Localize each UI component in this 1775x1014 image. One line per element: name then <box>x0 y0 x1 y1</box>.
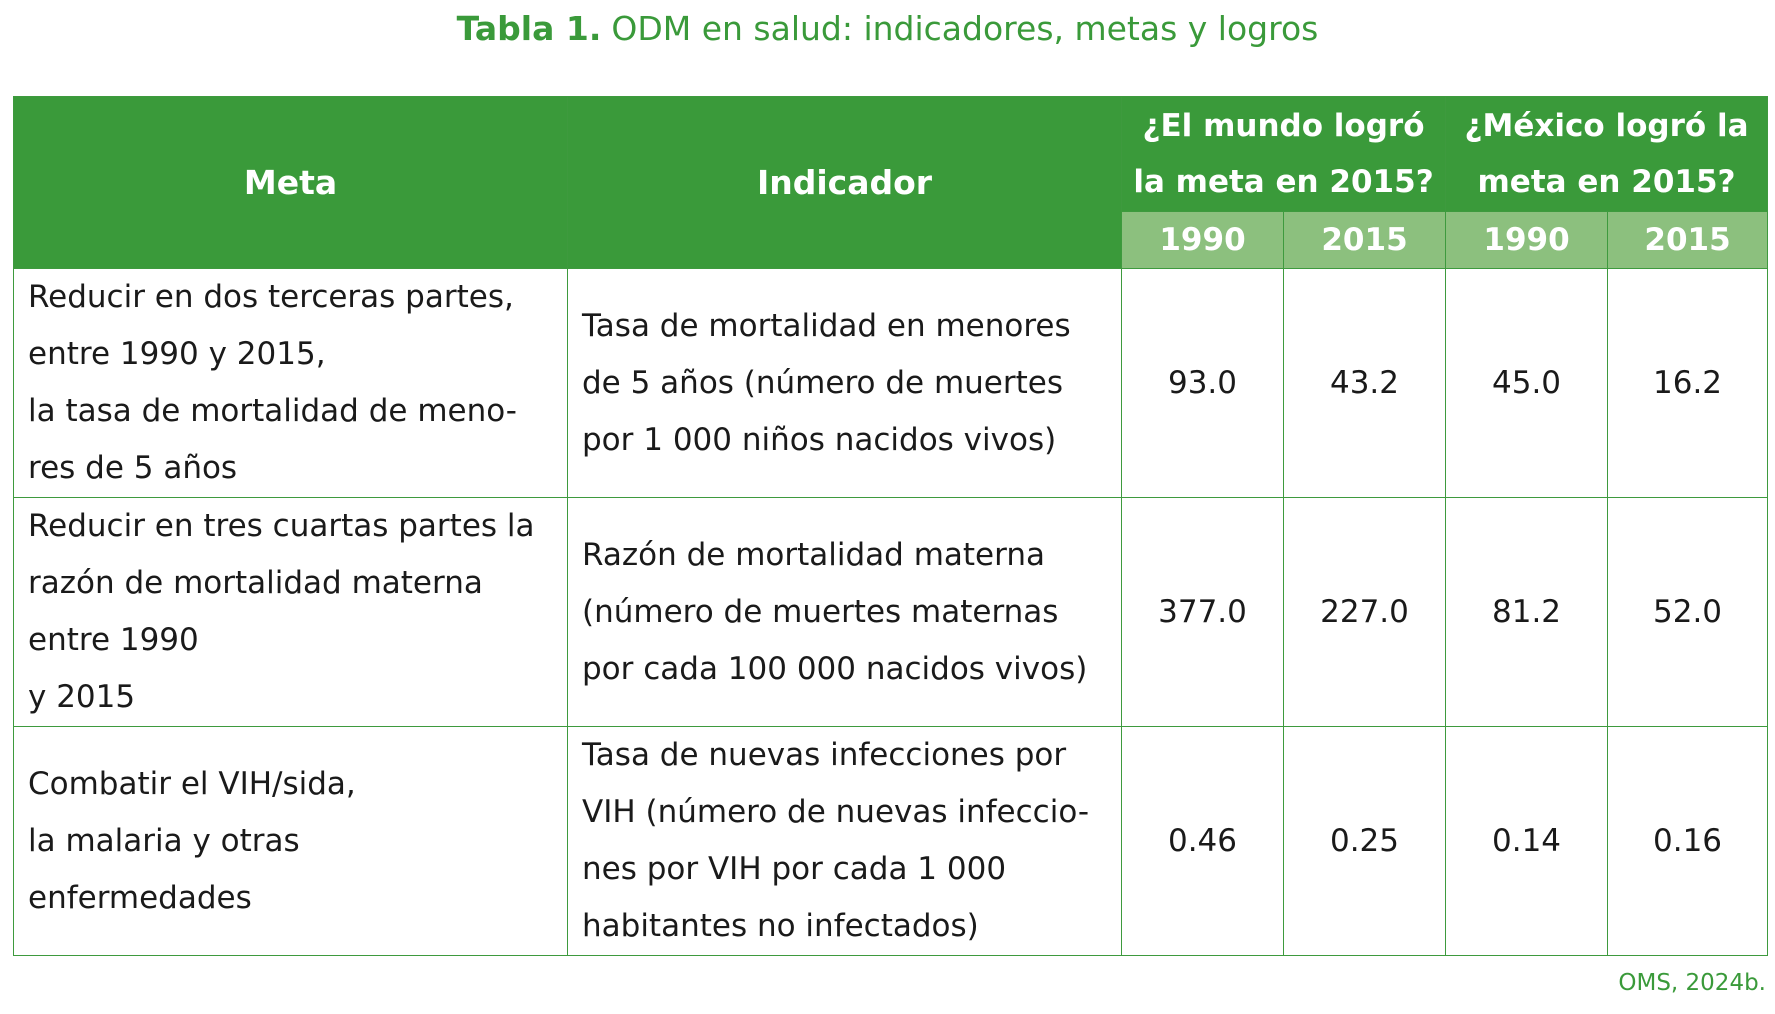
mexico-1990-cell: 0.14 <box>1445 726 1609 956</box>
mexico-2015-cell: 16.2 <box>1607 268 1769 498</box>
world-2015-cell: 43.2 <box>1282 268 1447 498</box>
world-1990-cell: 377.0 <box>1121 497 1284 727</box>
table-title-label: Tabla 1. <box>456 9 602 48</box>
table-row: Reducir en dos terceras partes, entre 19… <box>13 268 1769 498</box>
meta-cell: Reducir en dos terceras partes, entre 19… <box>13 268 568 498</box>
odm-table: Meta Indicador ¿El mundo logró la meta e… <box>13 96 1769 956</box>
indicador-cell: Tasa de nuevas infecciones por VIH (núme… <box>567 726 1122 956</box>
table-title: Tabla 1. ODM en salud: indicadores, metas… <box>0 4 1775 54</box>
header-row-groups: Meta Indicador ¿El mundo logró la meta e… <box>13 96 1769 269</box>
world-2015-cell: 0.25 <box>1282 726 1447 956</box>
mexico-1990-cell: 45.0 <box>1445 268 1609 498</box>
source-note: OMS, 2024b. <box>1618 970 1766 996</box>
header-year-mexico-2015: 2015 <box>1607 211 1769 269</box>
meta-cell: Combatir el VIH/sida, la malaria y otras… <box>13 726 568 956</box>
header-year-world-1990: 1990 <box>1121 211 1284 269</box>
header-year-world-2015: 2015 <box>1282 211 1447 269</box>
meta-cell: Reducir en tres cuartas partes la razón … <box>13 497 568 727</box>
world-1990-cell: 93.0 <box>1121 268 1284 498</box>
mexico-1990-cell: 81.2 <box>1445 497 1609 727</box>
indicador-cell: Razón de mortalidad materna (número de m… <box>567 497 1122 727</box>
header-world-group: ¿El mundo logró la meta en 2015? <box>1120 96 1447 212</box>
table-row: Reducir en tres cuartas partes la razón … <box>13 497 1769 727</box>
header-meta: Meta <box>13 96 568 269</box>
table-title-text: ODM en salud: indicadores, metas y logro… <box>611 9 1319 48</box>
table-row: Combatir el VIH/sida, la malaria y otras… <box>13 726 1769 956</box>
world-1990-cell: 0.46 <box>1121 726 1284 956</box>
world-2015-cell: 227.0 <box>1282 497 1447 727</box>
indicador-cell: Tasa de mortalidad en menores de 5 años … <box>567 268 1122 498</box>
mexico-2015-cell: 0.16 <box>1607 726 1769 956</box>
header-indicador: Indicador <box>567 96 1122 269</box>
header-year-mexico-1990: 1990 <box>1445 211 1609 269</box>
header-mexico-group: ¿México logró la meta en 2015? <box>1445 96 1769 212</box>
header-row-years: 1990 2015 1990 2015 <box>14 211 1769 269</box>
mexico-2015-cell: 52.0 <box>1607 497 1769 727</box>
